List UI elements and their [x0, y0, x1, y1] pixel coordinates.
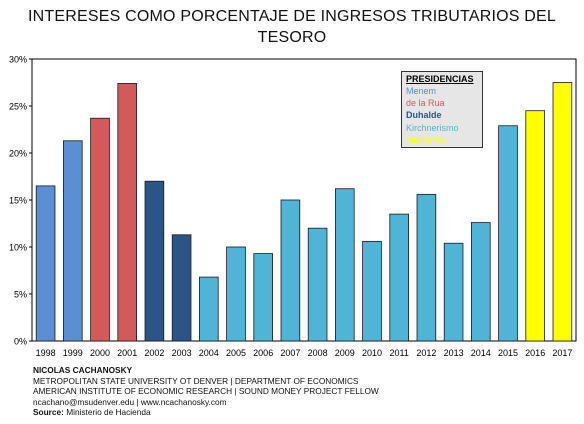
x-tick-label: 2010	[362, 348, 382, 358]
x-tick-label: 2007	[280, 348, 300, 358]
x-tick-label: 2008	[308, 348, 328, 358]
x-tick-label: 2017	[552, 348, 572, 358]
y-tick-label: 5%	[14, 290, 27, 300]
legend-item: Menem	[406, 86, 437, 96]
bar	[35, 185, 56, 342]
bar	[525, 110, 545, 342]
legend-title: PRESIDENCIAS	[406, 74, 474, 84]
x-tick-label: 2005	[226, 348, 246, 358]
bar	[171, 234, 192, 342]
bar	[552, 82, 573, 342]
legend-item: Kirchnerismo	[406, 122, 459, 133]
bar	[498, 125, 518, 342]
y-tick-label: 30%	[9, 55, 27, 65]
bar	[335, 188, 355, 342]
y-tick-label: 15%	[9, 196, 27, 206]
bar	[471, 222, 491, 342]
x-tick-label: 2012	[416, 348, 436, 358]
x-tick-label: 2011	[390, 348, 409, 358]
x-tick-label: 1998	[36, 348, 56, 358]
x-tick-label: 2016	[525, 348, 545, 358]
footer-source: Source: Ministerio de Hacienda	[33, 407, 379, 418]
legend-item: Macrismo	[406, 134, 446, 145]
x-tick-label: 2004	[199, 348, 219, 358]
x-tick-label: 2015	[498, 348, 518, 358]
bar	[63, 140, 83, 342]
x-tick-label: 1999	[63, 348, 83, 358]
y-tick-label: 10%	[9, 243, 27, 253]
legend-item: de la Rua	[406, 98, 445, 109]
bar	[307, 227, 328, 342]
legend-item: Duhalde	[406, 110, 442, 121]
footer-author: NICOLAS CACHANOSKY	[33, 365, 133, 375]
bar	[443, 242, 464, 342]
x-tick-label: 2009	[335, 348, 355, 358]
footer-affiliation-2: AMERICAN INSTITUTE OF ECONOMIC RESEARCH …	[33, 386, 379, 397]
x-tick-label: 2013	[444, 348, 464, 358]
y-tick-label: 0%	[14, 337, 27, 347]
y-tick-label: 20%	[9, 149, 27, 159]
footer-affiliation-1: METROPOLITAN STATE UNIVERSITY OT DENVER …	[33, 375, 359, 386]
bar	[144, 180, 165, 342]
bar	[226, 246, 246, 342]
bar	[389, 213, 409, 342]
bar	[253, 253, 273, 342]
legend: PRESIDENCIAS Menem de la Rua Duhalde Kirchn…	[401, 71, 483, 148]
bar	[117, 83, 137, 342]
chart-title-line-1: INTERESES COMO PORCENTAJE DE INGRESOS TR…	[27, 8, 556, 25]
x-tick-label: 2003	[172, 348, 192, 358]
bar	[416, 193, 437, 342]
footer-contact: ncachano@msudenver.edu | www.ncachanosky…	[33, 396, 227, 407]
bar	[280, 199, 301, 342]
bar	[199, 276, 219, 342]
legend-items: Menem de la Rua Duhalde Kirchnerismo Macrism…	[406, 85, 482, 146]
x-tick-label: 2014	[471, 348, 491, 358]
bar	[90, 117, 110, 342]
footer-source-value: Ministerio de Hacienda	[63, 407, 151, 418]
x-tick-label: 2000	[90, 348, 110, 358]
x-tick-label: 2006	[253, 348, 273, 358]
y-tick-label: 25%	[9, 102, 27, 112]
bar	[362, 240, 382, 342]
plot-area-frame	[31, 58, 577, 342]
x-tick-label: 2001	[117, 348, 137, 358]
footer: NICOLAS CACHANOSKY METROPOLITAN STATE UN…	[33, 365, 379, 418]
chart-title-line-2: TESORO	[257, 29, 327, 46]
x-tick-label: 2002	[144, 348, 164, 358]
footer-source-label: Source:	[33, 407, 64, 418]
